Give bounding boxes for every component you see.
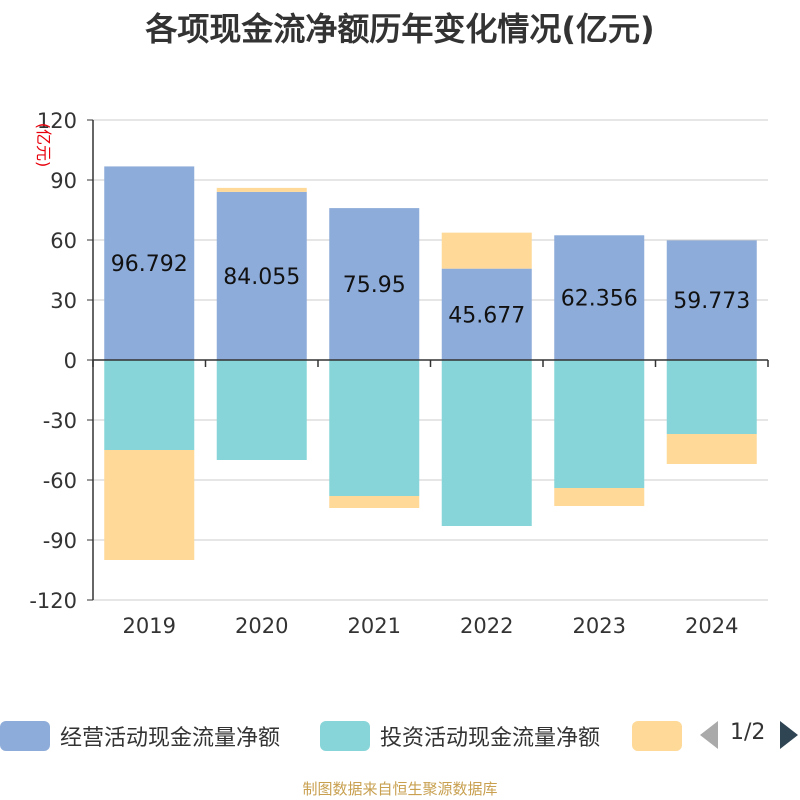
bar-segment: [216, 191, 307, 360]
x-tick-label: 2019: [123, 614, 176, 638]
y-tick-label: -90: [43, 529, 77, 553]
bar-segment: [104, 450, 195, 560]
legend-item-operating[interactable]: 经营活动现金流量净额: [0, 716, 280, 756]
y-tick-label: 120: [37, 109, 77, 133]
y-tick-label: -30: [43, 409, 77, 433]
x-tick-label: 2024: [685, 614, 738, 638]
y-tick-label: 0: [64, 349, 77, 373]
legend: 经营活动现金流量净额 投资活动现金流量净额: [0, 716, 800, 756]
y-tick-label: -60: [43, 469, 77, 493]
bar-segment: [554, 360, 645, 488]
data-label: 96.792: [111, 252, 188, 277]
bar-chart: 96.792 84.055 75.95 45.677 62.356 59.773 -120…: [29, 109, 769, 638]
legend-item-investing[interactable]: 投资活动现金流量净额: [320, 716, 600, 756]
legend-label: 经营活动现金流量净额: [60, 726, 281, 751]
x-tick-label: 2023: [573, 614, 626, 638]
bar-segment: [329, 208, 420, 360]
y-tick-label: 90: [50, 169, 77, 193]
bar-segment: [554, 235, 645, 360]
bar-segment: [554, 488, 645, 506]
bar-segment: [441, 360, 532, 526]
source-footer: 制图数据来自恒生聚源数据库: [302, 780, 498, 798]
triangle-left-icon[interactable]: [700, 721, 718, 749]
data-label: 75.95: [343, 273, 406, 298]
y-tick-label: -120: [29, 589, 77, 613]
legend-swatch: [320, 721, 370, 751]
bar-segment: [666, 434, 757, 464]
bar-segment: [329, 360, 420, 496]
bar-segment: [216, 360, 307, 460]
bar-segment: [666, 240, 757, 360]
legend-item-financing[interactable]: [632, 716, 682, 756]
bar-segment: [666, 360, 757, 434]
legend-swatch: [0, 721, 50, 751]
axes: -120 -90 -60 -30 0 30 60 90 120(亿元) 2019 2020 2021 2…: [29, 109, 769, 638]
data-labels: 96.792 84.055 75.95 45.677 62.356 59.773: [111, 252, 750, 328]
bar-segment: [104, 166, 195, 360]
bar-segment: [441, 268, 532, 360]
y-axis-unit-label: (亿元): [34, 123, 53, 168]
x-tick-label: 2020: [235, 614, 288, 638]
bar-segment: [441, 232, 532, 269]
data-label: 45.677: [448, 303, 525, 328]
bar-segment: [329, 496, 420, 508]
grid-lines: [93, 119, 768, 601]
data-label: 62.356: [561, 287, 638, 312]
y-tick-label: 60: [50, 229, 77, 253]
triangle-right-icon[interactable]: [780, 721, 798, 749]
x-tick-label: 2022: [460, 614, 513, 638]
legend-label: 投资活动现金流量净额: [380, 726, 601, 751]
data-label: 59.773: [673, 289, 750, 314]
data-label: 84.055: [223, 265, 300, 290]
bars: [104, 166, 757, 560]
x-tick-label: 2021: [348, 614, 401, 638]
legend-swatch: [632, 721, 682, 751]
bar-segment: [216, 187, 307, 192]
chart-title: 各项现金流净额历年变化情况(亿元): [145, 10, 655, 48]
legend-page-indicator: 1/2: [730, 720, 766, 745]
bar-segment: [104, 360, 195, 450]
y-tick-label: 30: [50, 289, 77, 313]
legend-pager: 1/2: [698, 716, 800, 756]
